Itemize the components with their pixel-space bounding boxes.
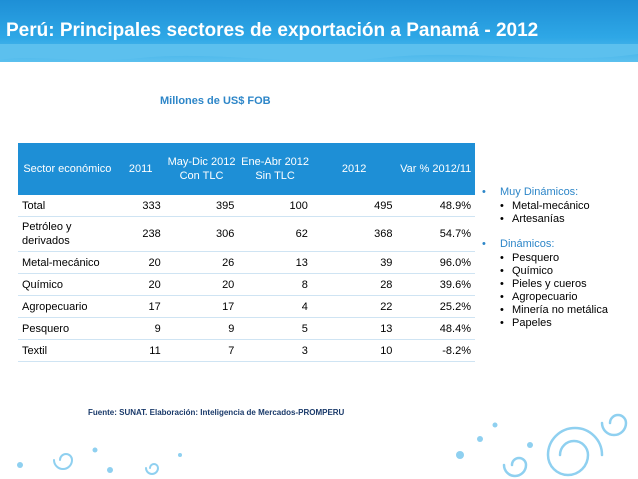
table-row: Pesquero 9 9 5 13 48.4% <box>18 317 475 340</box>
unit-subtitle: Millones de US$ FOB <box>160 95 271 107</box>
table-row: Petróleo y derivados 238 306 62 368 54.7… <box>18 216 475 252</box>
cell-value: 20 <box>116 251 165 274</box>
cell-sector: Total <box>18 195 117 217</box>
export-table: Sector económico 2011 May-Dic 2012 Con T… <box>18 143 475 362</box>
col-header: 2012 <box>311 143 397 195</box>
cell-value: 368 <box>311 216 397 252</box>
cell-var: 54.7% <box>396 216 475 252</box>
cell-var: -8.2% <box>396 339 475 362</box>
page-title: Perú: Principales sectores de exportació… <box>6 20 539 41</box>
cell-value: 11 <box>116 339 165 362</box>
list-item: Agropecuario <box>482 291 608 304</box>
cell-value: 4 <box>238 295 312 318</box>
col-header: Var % 2012/11 <box>396 143 475 195</box>
group-heading: Dinámicos: <box>482 238 608 250</box>
cell-value: 100 <box>238 195 312 217</box>
cell-value: 3 <box>238 339 312 362</box>
cell-value: 9 <box>116 317 165 340</box>
cell-value: 13 <box>238 251 312 274</box>
cell-value: 238 <box>116 216 165 252</box>
cell-value: 20 <box>116 273 165 296</box>
list-item: Minería no metálica <box>482 304 608 317</box>
cell-value: 9 <box>164 317 239 340</box>
cell-sector: Textil <box>18 339 117 362</box>
list-item: Papeles <box>482 317 608 330</box>
cell-sector: Metal-mecánico <box>18 251 117 274</box>
cell-value: 62 <box>238 216 312 252</box>
col-header: Ene-Abr 2012 Sin TLC <box>238 143 312 195</box>
col-header: 2011 <box>116 143 165 195</box>
cell-value: 395 <box>164 195 239 217</box>
table-row: Total 333 395 100 495 48.9% <box>18 195 475 217</box>
col-header: Sector económico <box>18 143 117 195</box>
cell-value: 20 <box>164 273 239 296</box>
cell-var: 25.2% <box>396 295 475 318</box>
cell-value: 28 <box>311 273 397 296</box>
cell-value: 26 <box>164 251 239 274</box>
table-row: Textil 11 7 3 10 -8.2% <box>18 339 475 362</box>
cell-sector: Pesquero <box>18 317 117 340</box>
cell-sector: Petróleo y derivados <box>18 216 117 252</box>
cell-var: 48.4% <box>396 317 475 340</box>
banner-wave <box>0 44 638 62</box>
col-header: May-Dic 2012 Con TLC <box>164 143 239 195</box>
table-row: Metal-mecánico 20 26 13 39 96.0% <box>18 251 475 274</box>
cell-value: 17 <box>164 295 239 318</box>
table-row: Agropecuario 17 17 4 22 25.2% <box>18 295 475 318</box>
table-row: Químico 20 20 8 28 39.6% <box>18 273 475 296</box>
spiral-decoration <box>456 413 628 478</box>
cell-value: 39 <box>311 251 397 274</box>
group-heading: Muy Dinámicos: <box>482 186 608 198</box>
list-item: Químico <box>482 265 608 278</box>
cell-value: 306 <box>164 216 239 252</box>
cell-var: 96.0% <box>396 251 475 274</box>
list-item: Pesquero <box>482 252 608 265</box>
dynamism-list: Muy Dinámicos: Metal-mecánico Artesanías… <box>482 186 608 330</box>
cell-var: 39.6% <box>396 273 475 296</box>
cell-value: 17 <box>116 295 165 318</box>
cell-value: 13 <box>311 317 397 340</box>
cell-value: 5 <box>238 317 312 340</box>
list-item: Pieles y cueros <box>482 278 608 291</box>
table-header-row: Sector económico 2011 May-Dic 2012 Con T… <box>18 143 475 195</box>
cell-sector: Químico <box>18 273 117 296</box>
cell-value: 495 <box>311 195 397 217</box>
cell-value: 7 <box>164 339 239 362</box>
source-note: Fuente: SUNAT. Elaboración: Inteligencia… <box>88 408 345 417</box>
list-item: Metal-mecánico <box>482 200 608 213</box>
left-decoration <box>17 447 182 475</box>
cell-sector: Agropecuario <box>18 295 117 318</box>
cell-var: 48.9% <box>396 195 475 217</box>
cell-value: 10 <box>311 339 397 362</box>
cell-value: 8 <box>238 273 312 296</box>
cell-value: 22 <box>311 295 397 318</box>
list-item: Artesanías <box>482 213 608 226</box>
spacer <box>482 226 608 238</box>
cell-value: 333 <box>116 195 165 217</box>
